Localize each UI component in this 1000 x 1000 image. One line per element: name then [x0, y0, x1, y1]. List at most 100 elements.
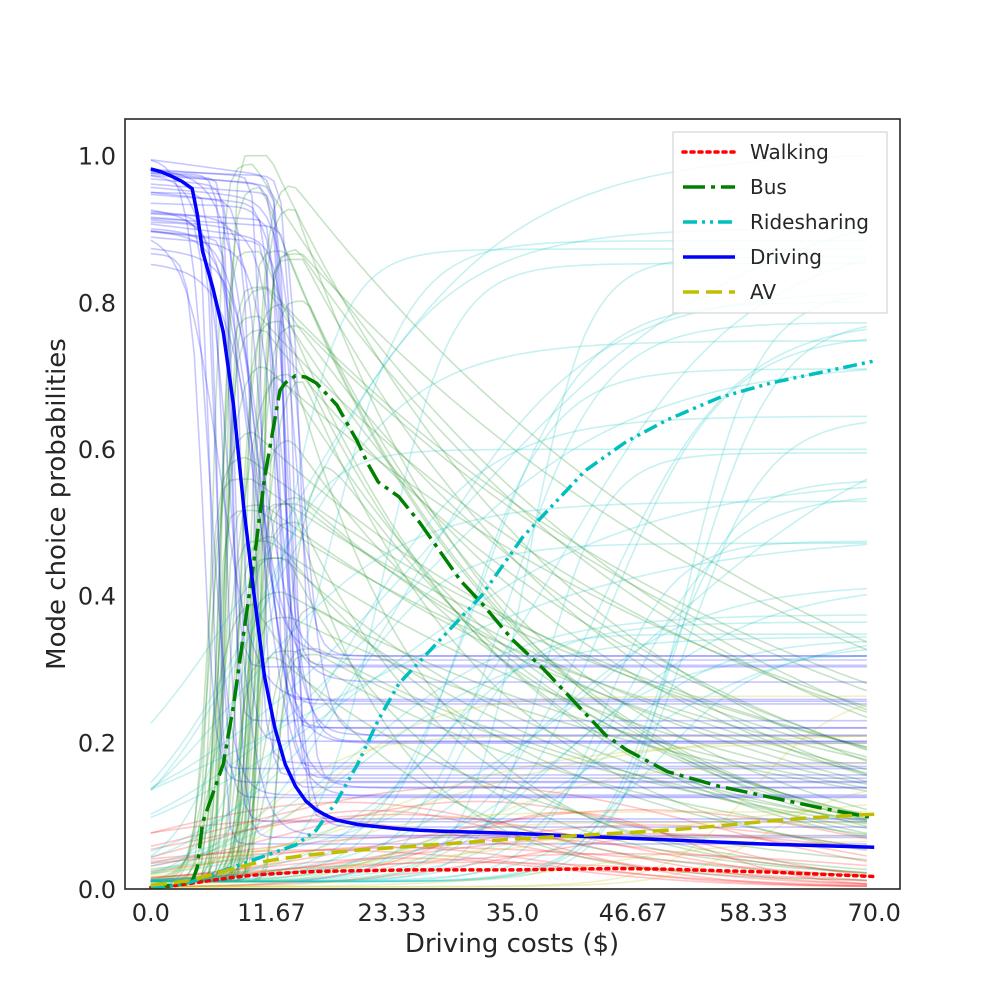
- x-tick-label: 46.67: [599, 899, 668, 927]
- background-line-bus: [150, 504, 868, 883]
- background-line-bus: [150, 329, 868, 883]
- background-line-driving: [150, 236, 867, 736]
- y-axis-ticks: 0.0 0.2 0.4 0.6 0.8 1.0: [78, 143, 116, 904]
- background-line-driving: [150, 202, 867, 828]
- series-line-walking: [149, 866, 876, 890]
- background-line-bus: [150, 303, 868, 883]
- background-line-ridesharing: [150, 640, 867, 883]
- background-line-driving: [150, 193, 867, 764]
- series-line-bus: [150, 373, 875, 889]
- y-tick-label: 0.4: [78, 583, 116, 611]
- background-line-bus: [150, 250, 868, 883]
- background-line-bus: [150, 185, 868, 883]
- background-line-walking: [150, 849, 867, 886]
- background-line-ridesharing: [150, 486, 867, 819]
- background-line-ridesharing: [150, 542, 867, 873]
- background-line-ridesharing: [150, 636, 867, 867]
- background-line-bus: [150, 373, 867, 883]
- y-tick-label: 0.2: [78, 729, 116, 757]
- background-line-ridesharing: [150, 325, 868, 883]
- legend-label-driving: Driving: [750, 245, 822, 269]
- background-line-walking: [150, 801, 867, 885]
- x-tick-label: 35.0: [486, 899, 539, 927]
- background-line-driving: [150, 174, 867, 837]
- legend-label-av: AV: [750, 280, 776, 304]
- background-line-ridesharing: [150, 328, 868, 882]
- x-tick-label: 0.0: [132, 899, 170, 927]
- background-line-driving: [150, 170, 867, 820]
- background-line-bus: [150, 478, 868, 883]
- background-line-av: [150, 810, 867, 884]
- background-line-walking: [150, 811, 867, 888]
- series-line-ridesharing: [150, 359, 875, 890]
- background-line-driving: [150, 171, 867, 722]
- background-line-driving: [150, 172, 867, 839]
- background-line-ridesharing: [150, 500, 867, 791]
- plot-frame: [124, 118, 901, 890]
- background-line-ridesharing: [150, 649, 867, 883]
- background-line-driving: [150, 172, 867, 729]
- background-line-walking: [150, 809, 868, 879]
- y-tick-label: 0.0: [78, 876, 116, 904]
- background-line-driving: [150, 252, 867, 784]
- background-line-driving: [150, 216, 867, 770]
- background-line-bus: [150, 324, 868, 883]
- y-tick-label: 0.8: [78, 289, 116, 317]
- x-axis-label: Driving costs ($): [405, 929, 619, 959]
- background-line-ridesharing: [150, 322, 867, 883]
- background-line-driving: [150, 219, 867, 743]
- background-line-av: [150, 735, 867, 871]
- background-line-bus: [150, 253, 868, 883]
- background-line-av: [150, 742, 867, 874]
- background-line-walking: [150, 800, 867, 877]
- background-line-ridesharing: [150, 655, 867, 883]
- background-line-ridesharing: [150, 368, 867, 883]
- background-line-bus: [150, 163, 868, 883]
- background-line-bus: [150, 315, 868, 883]
- background-line-bus: [150, 208, 868, 883]
- legend-label-walking: Walking: [750, 140, 829, 164]
- background-line-driving: [150, 210, 867, 729]
- background-line-driving: [150, 239, 867, 703]
- series-line-driving: [150, 167, 875, 849]
- background-line-av: [150, 840, 867, 888]
- x-tick-label: 58.33: [719, 899, 788, 927]
- background-line-ridesharing: [150, 540, 867, 883]
- background-line-driving: [150, 213, 867, 799]
- y-tick-label: 1.0: [78, 143, 116, 171]
- background-line-driving: [150, 183, 867, 768]
- background-line-driving: [150, 230, 867, 701]
- background-line-av: [150, 695, 867, 879]
- background-line-bus: [150, 603, 867, 882]
- background-line-ridesharing: [150, 415, 867, 859]
- x-tick-label: 70.0: [847, 899, 900, 927]
- background-line-driving: [150, 263, 867, 683]
- x-tick-label: 11.67: [237, 899, 306, 927]
- background-line-ridesharing: [150, 621, 867, 881]
- background-line-ridesharing: [150, 587, 867, 881]
- legend: Walking Bus Ridesharing Driving AV: [672, 131, 888, 314]
- x-axis-ticks: 0.0 11.67 23.33 35.0 46.67 58.33 70.0: [132, 899, 901, 927]
- background-line-ridesharing: [150, 368, 867, 815]
- background-line-driving: [150, 228, 867, 789]
- background-line-bus: [150, 647, 868, 883]
- background-line-bus: [150, 650, 867, 883]
- background-lines: [150, 154, 868, 888]
- background-line-walking: [150, 813, 867, 882]
- background-line-driving: [150, 168, 867, 776]
- background-line-driving: [150, 212, 867, 789]
- background-line-ridesharing: [150, 480, 867, 883]
- background-line-bus: [150, 186, 868, 883]
- background-line-bus: [150, 606, 868, 883]
- background-line-driving: [150, 209, 867, 657]
- background-line-bus: [150, 557, 868, 883]
- background-line-bus: [150, 653, 868, 883]
- background-line-ridesharing: [150, 340, 867, 792]
- background-line-bus: [150, 465, 868, 883]
- background-line-driving: [150, 178, 867, 743]
- background-line-ridesharing: [150, 497, 867, 883]
- background-line-av: [150, 762, 867, 886]
- background-line-av: [150, 803, 867, 879]
